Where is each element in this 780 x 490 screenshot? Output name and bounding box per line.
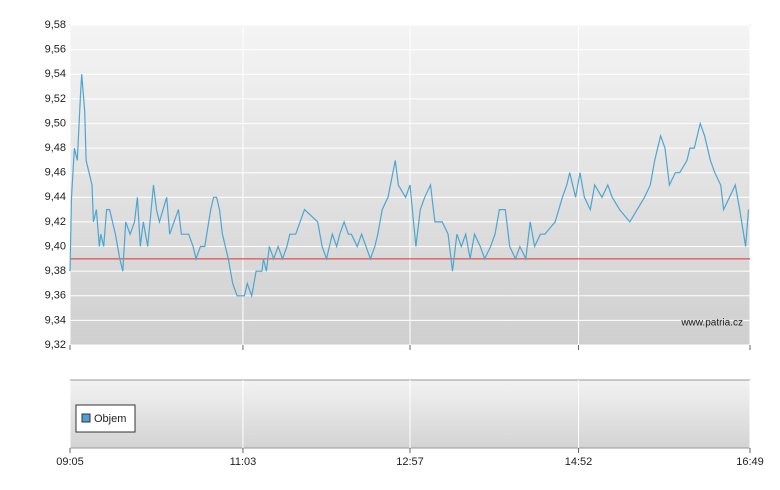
legend-swatch xyxy=(81,413,91,423)
y-tick-label: 9,48 xyxy=(45,142,66,154)
y-tick-label: 9,58 xyxy=(45,19,66,31)
y-tick-label: 9,46 xyxy=(45,167,66,179)
y-tick-label: 9,32 xyxy=(45,339,66,351)
x-tick-label: 14:52 xyxy=(565,456,593,468)
y-tick-label: 9,36 xyxy=(45,290,66,302)
y-tick-label: 9,56 xyxy=(45,44,66,56)
x-tick-label: 12:57 xyxy=(396,456,424,468)
y-tick-label: 9,54 xyxy=(45,68,66,80)
legend-box xyxy=(75,404,136,433)
y-tick-label: 9,38 xyxy=(45,265,66,277)
x-tick-label: 16:49 xyxy=(736,456,764,468)
y-tick-label: 9,50 xyxy=(45,117,66,129)
x-tick-label: 09:05 xyxy=(56,456,84,468)
watermark: www.patria.cz xyxy=(680,318,743,329)
y-tick-label: 9,34 xyxy=(45,314,66,326)
legend-label: Objem xyxy=(94,413,126,425)
y-tick-label: 9,40 xyxy=(45,240,66,252)
y-tick-label: 9,44 xyxy=(45,191,66,203)
price-line xyxy=(69,74,750,299)
y-tick-label: 9,42 xyxy=(45,216,66,228)
x-tick-label: 11:03 xyxy=(230,456,257,468)
y-tick-label: 9,52 xyxy=(45,93,66,105)
